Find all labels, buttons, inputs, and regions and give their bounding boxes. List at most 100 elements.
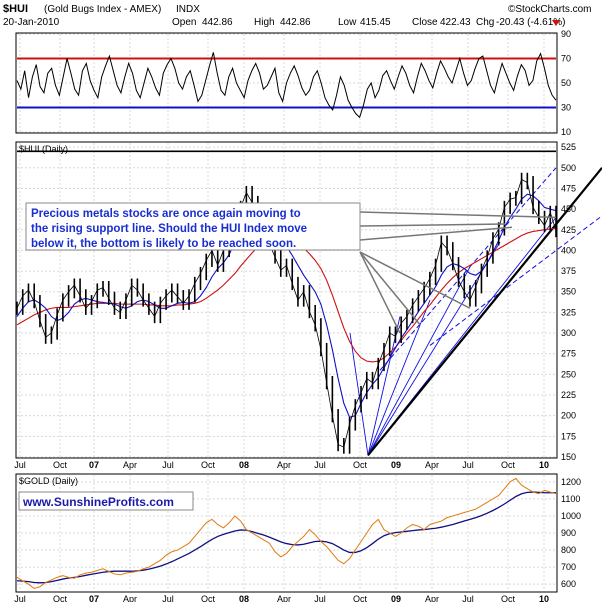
y-tick-label: 200 — [561, 411, 576, 421]
annotation-pointer — [359, 251, 401, 334]
y-tick-label: 250 — [561, 369, 576, 379]
y-tick-label: 90 — [561, 29, 571, 39]
high-label: High — [254, 17, 275, 28]
close-label: Close — [412, 17, 438, 28]
x-tick-label: Jul — [314, 460, 326, 470]
low-value: 415.45 — [360, 17, 391, 28]
chart-subtitle: (Gold Bugs Index - AMEX) — [44, 4, 161, 15]
price-panel-title: $HUI (Daily) — [19, 144, 68, 154]
support-line — [367, 167, 602, 457]
x-tick-label: 09 — [391, 594, 401, 602]
x-tick-label: Apr — [123, 460, 137, 470]
y-tick-label: 500 — [561, 163, 576, 173]
y-tick-label: 400 — [561, 245, 576, 255]
x-tick-label: Jul — [462, 460, 474, 470]
chg-value: -20.43 (-4.61%) — [496, 17, 565, 28]
chg-label: Chg — [476, 17, 494, 28]
channel-lower-line — [429, 216, 601, 346]
gold-panel-frame — [15, 473, 558, 593]
x-tick-label: Oct — [353, 460, 368, 470]
x-tick-label: Jul — [162, 594, 174, 602]
x-tick-label: 07 — [89, 460, 99, 470]
watermark-box — [18, 491, 194, 511]
annotation-line-2: the rising support line. Should the HUI … — [31, 223, 307, 235]
x-tick-label: Jul — [462, 594, 474, 602]
y-tick-label: 225 — [561, 390, 576, 400]
annotation-line-3: below it, the bottom is likely to be rea… — [31, 238, 296, 250]
x-tick-label: Jul — [14, 460, 26, 470]
y-tick-label: 525 — [561, 142, 576, 152]
price-line — [16, 178, 557, 448]
gold-ma-line — [16, 491, 556, 584]
annotation-pointer — [359, 226, 513, 241]
date-label: 20-Jan-2010 — [3, 17, 60, 28]
x-tick-label: Oct — [353, 594, 368, 602]
exchange-label: INDX — [176, 4, 200, 15]
rsi-panel-frame — [15, 32, 558, 134]
low-label: Low — [338, 17, 357, 28]
fan-line — [367, 241, 501, 456]
x-tick-label: 09 — [391, 460, 401, 470]
close-value: 422.43 — [440, 17, 471, 28]
x-tick-label: 10 — [539, 594, 549, 602]
y-tick-label: 475 — [561, 183, 576, 193]
x-tick-label: 08 — [239, 460, 249, 470]
y-tick-label: 350 — [561, 287, 576, 297]
y-tick-label: 800 — [561, 545, 576, 555]
price-panel-frame — [15, 141, 558, 459]
y-tick-label: 600 — [561, 579, 576, 589]
x-tick-label: Oct — [53, 460, 68, 470]
y-tick-label: 275 — [561, 349, 576, 359]
gold-panel-title: $GOLD (Daily) — [19, 476, 78, 486]
rsi-line — [16, 52, 557, 119]
x-tick-label: Jul — [314, 594, 326, 602]
x-tick-label: Oct — [53, 594, 68, 602]
y-tick-label: 900 — [561, 528, 576, 538]
fan-line — [367, 299, 431, 456]
x-tick-label: Jul — [162, 460, 174, 470]
y-tick-label: 1200 — [561, 477, 581, 487]
y-tick-label: 325 — [561, 307, 576, 317]
x-tick-label: Apr — [425, 460, 439, 470]
rsi-layer — [16, 52, 557, 119]
x-tick-label: Apr — [277, 594, 291, 602]
fan-line — [349, 332, 369, 456]
gold-layer — [16, 477, 557, 589]
x-tick-label: 07 — [89, 594, 99, 602]
x-tick-label: Oct — [201, 594, 216, 602]
fan-line — [367, 266, 471, 456]
y-tick-label: 450 — [561, 204, 576, 214]
x-tick-label: 10 — [539, 460, 549, 470]
y-tick-label: 1000 — [561, 511, 581, 521]
y-tick-label: 300 — [561, 328, 576, 338]
down-arrow-icon — [552, 20, 560, 26]
y-tick-label: 150 — [561, 452, 576, 462]
chart-title: $HUI — [3, 3, 28, 15]
watermark-text: www.SunshineProfits.com — [22, 495, 174, 509]
y-tick-label: 50 — [561, 78, 571, 88]
channel-upper-line — [379, 167, 557, 371]
open-value: 442.86 — [202, 17, 233, 28]
annotation-pointer — [359, 251, 421, 326]
y-tick-label: 700 — [561, 562, 576, 572]
annotation-line-1: Precious metals stocks are once again mo… — [31, 208, 301, 220]
y-tick-label: 30 — [561, 103, 571, 113]
annotation-pointer — [359, 223, 506, 227]
tick-layer: 10 30 50 70 90 Jul Oct 07 Apr Jul Oct 08 Apr Jul Oct 09… — [14, 29, 581, 602]
y-tick-label: 1100 — [561, 494, 580, 504]
y-tick-label: 10 — [561, 127, 571, 137]
high-value: 442.86 — [280, 17, 311, 28]
x-tick-label: Oct — [201, 460, 216, 470]
y-tick-label: 70 — [561, 54, 571, 64]
open-label: Open — [172, 17, 196, 28]
annotation-box — [25, 202, 361, 251]
annotation-pointer — [359, 211, 557, 219]
x-tick-label: Oct — [501, 594, 516, 602]
x-tick-label: Apr — [425, 594, 439, 602]
annotation-pointer — [359, 251, 471, 309]
brand-label: ©StockCharts.com — [508, 4, 592, 15]
x-tick-label: 08 — [239, 594, 249, 602]
x-tick-label: Jul — [14, 594, 26, 602]
y-tick-label: 375 — [561, 266, 576, 276]
